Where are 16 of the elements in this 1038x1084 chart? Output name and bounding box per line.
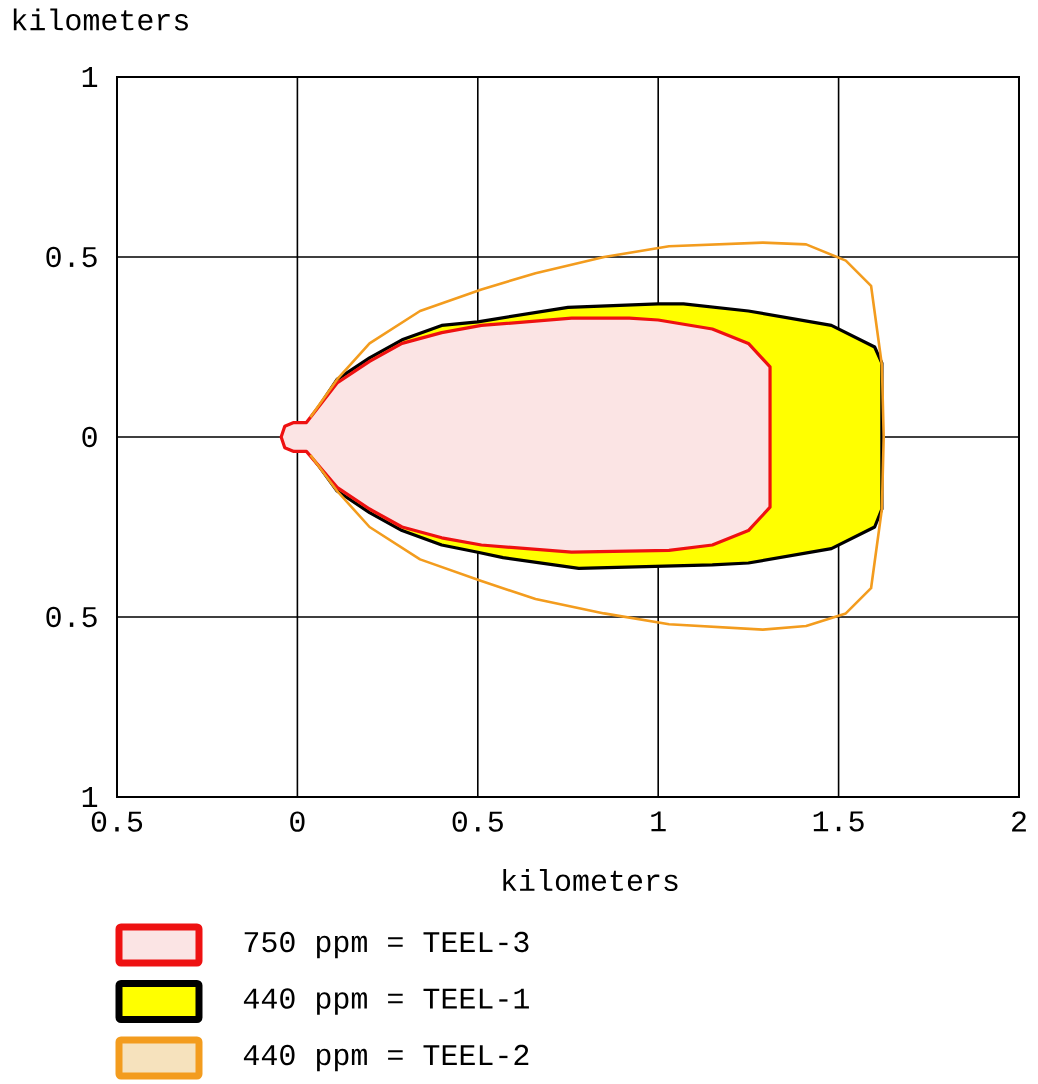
- legend-label: 440 ppm = TEEL-1: [243, 988, 529, 1015]
- x-tick-label: 1: [651, 811, 666, 832]
- y-tick-label: 0: [82, 426, 97, 448]
- legend-label: 750 ppm = TEEL-3: [244, 931, 529, 959]
- line-series: [309, 241, 885, 631]
- y-tick-label: 1: [82, 787, 98, 807]
- x-tick-label: 0.5: [452, 811, 503, 832]
- y-tick-label: 0.5: [46, 606, 97, 628]
- x-tick-label: 1.5: [813, 811, 864, 832]
- y-tick-label: 0.5: [46, 246, 97, 268]
- x-tick-label: 2: [1012, 811, 1026, 832]
- y-tick-label: 1: [82, 67, 98, 87]
- x-axis-title: kilometers: [503, 868, 678, 891]
- y-axis-title: kilometers: [13, 8, 188, 31]
- x-tick-label: 0: [290, 811, 305, 832]
- legend-label: 440 ppm = TEEL-2: [243, 1044, 529, 1072]
